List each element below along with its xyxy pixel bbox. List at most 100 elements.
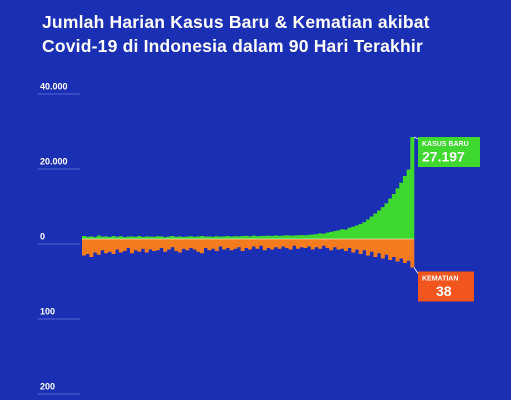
y-tick-label: 0 bbox=[40, 231, 45, 241]
bar bbox=[82, 239, 86, 256]
callout-pointer bbox=[413, 136, 419, 140]
bar bbox=[277, 235, 282, 239]
bar bbox=[373, 239, 378, 257]
bar bbox=[218, 236, 223, 239]
bar bbox=[200, 239, 205, 254]
bar bbox=[152, 239, 157, 251]
bar bbox=[240, 236, 245, 239]
bar bbox=[85, 239, 90, 254]
bar bbox=[321, 233, 326, 239]
bar bbox=[229, 239, 234, 251]
bar bbox=[236, 239, 241, 248]
bar bbox=[133, 236, 138, 239]
bar bbox=[126, 239, 131, 248]
bar bbox=[314, 239, 319, 248]
bar bbox=[281, 239, 286, 247]
bar bbox=[170, 236, 175, 239]
bar bbox=[273, 235, 278, 239]
bar bbox=[299, 235, 304, 239]
bar bbox=[181, 239, 186, 249]
bar bbox=[203, 239, 208, 248]
bar bbox=[351, 239, 356, 253]
bar bbox=[402, 239, 407, 263]
bar bbox=[225, 236, 230, 239]
bar bbox=[129, 239, 134, 254]
bar bbox=[391, 239, 396, 257]
bar bbox=[388, 239, 393, 260]
bar bbox=[196, 239, 201, 252]
bar bbox=[307, 234, 312, 239]
bar bbox=[377, 239, 382, 254]
bar bbox=[248, 239, 252, 250]
y-tick-label: 20.000 bbox=[40, 156, 68, 166]
bar bbox=[222, 236, 227, 239]
legend-label: KEMATIAN bbox=[422, 275, 458, 282]
callout-box bbox=[418, 271, 474, 302]
bar bbox=[384, 203, 389, 239]
bar bbox=[366, 239, 371, 256]
bar bbox=[104, 236, 109, 239]
bar bbox=[133, 239, 138, 251]
bar bbox=[185, 236, 190, 239]
bar bbox=[321, 239, 326, 246]
bar bbox=[144, 236, 149, 239]
bar bbox=[155, 239, 160, 251]
bar bbox=[362, 222, 367, 239]
bar bbox=[137, 236, 142, 239]
bar bbox=[96, 239, 101, 255]
bar bbox=[89, 236, 94, 239]
y-tick-label: 40.000 bbox=[40, 81, 68, 91]
bar bbox=[284, 239, 289, 248]
bar bbox=[255, 239, 260, 249]
bar bbox=[377, 210, 382, 239]
bar bbox=[192, 236, 197, 239]
bar bbox=[354, 225, 359, 239]
bar bbox=[118, 239, 123, 253]
bar bbox=[141, 236, 146, 239]
bar bbox=[181, 236, 186, 239]
bar bbox=[166, 239, 171, 250]
bar bbox=[107, 236, 112, 239]
bar bbox=[336, 230, 341, 239]
legend-label: KASUS BARU bbox=[422, 141, 469, 148]
bar bbox=[211, 236, 216, 239]
bar bbox=[93, 239, 98, 253]
bar bbox=[115, 236, 120, 239]
bar bbox=[380, 207, 385, 239]
bar bbox=[82, 236, 86, 239]
bar bbox=[203, 236, 208, 239]
bar bbox=[137, 239, 142, 252]
bar bbox=[141, 239, 146, 249]
bar bbox=[222, 239, 227, 250]
bar bbox=[129, 236, 134, 239]
bar bbox=[358, 224, 363, 239]
bar bbox=[255, 236, 260, 239]
bar bbox=[402, 176, 407, 239]
bar bbox=[366, 219, 371, 239]
bar bbox=[329, 231, 334, 239]
bar bbox=[303, 235, 308, 239]
bar bbox=[406, 239, 411, 261]
bar bbox=[347, 227, 352, 239]
bar bbox=[262, 235, 267, 239]
bar bbox=[388, 198, 393, 239]
bar bbox=[211, 239, 216, 249]
bar bbox=[240, 239, 245, 251]
bar bbox=[218, 239, 223, 247]
bar bbox=[174, 239, 179, 251]
bar bbox=[159, 239, 164, 248]
bar bbox=[207, 236, 212, 239]
bar bbox=[270, 236, 275, 239]
bar bbox=[152, 236, 157, 239]
bar bbox=[89, 239, 94, 257]
bar bbox=[118, 236, 123, 239]
bar bbox=[284, 235, 289, 239]
bar bbox=[273, 239, 278, 248]
bar bbox=[318, 239, 323, 249]
bar bbox=[185, 239, 190, 251]
bar bbox=[373, 213, 378, 239]
bar bbox=[192, 239, 197, 250]
callout-pointer bbox=[413, 267, 419, 274]
